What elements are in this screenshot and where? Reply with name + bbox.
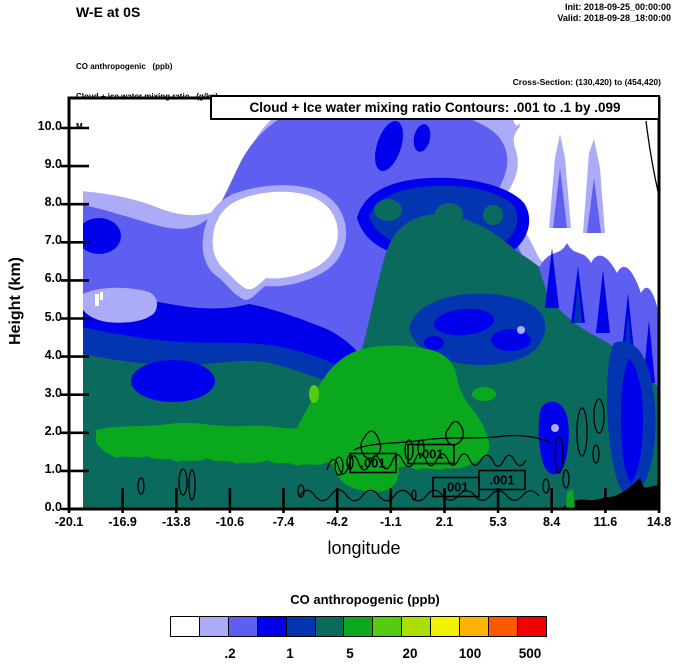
colorbar-cell bbox=[516, 616, 548, 637]
contour-spec-banner: Cloud + Ice water mixing ratio Contours:… bbox=[210, 95, 660, 120]
colorbar-cell bbox=[198, 616, 230, 637]
fill-blob-blue-lowleft bbox=[131, 360, 215, 402]
fill-core-teal-3 bbox=[483, 205, 503, 225]
colorbar-cell bbox=[459, 616, 490, 637]
fill-blob-green-small bbox=[472, 387, 496, 401]
colorbar-tick-label: 500 bbox=[518, 646, 542, 661]
colorbar-cell bbox=[170, 616, 201, 637]
fill-blob-blue-top bbox=[375, 120, 403, 172]
x-tick-label: 14.8 bbox=[646, 515, 672, 529]
colorbar-cell bbox=[430, 616, 461, 637]
x-tick-label: 2.1 bbox=[435, 515, 454, 529]
y-tick-label: 1.0 bbox=[44, 461, 62, 476]
fill-region-white-island bbox=[212, 191, 338, 290]
terrain-silhouette bbox=[561, 478, 659, 509]
model-times: Init: 2018-09-25_00:00:00 Valid: 2018-09… bbox=[451, 2, 671, 24]
fill-speck-white-2 bbox=[100, 292, 103, 300]
fill-spike-violet-right-2 bbox=[587, 178, 601, 233]
fill-cluster-blue-center-3 bbox=[424, 336, 444, 350]
fill-teardrop-blue-right bbox=[621, 358, 643, 483]
page-title: W-E at 0S bbox=[76, 4, 141, 20]
fill-blob-blue-leftedge bbox=[83, 218, 121, 254]
x-axis-title: longitude bbox=[327, 538, 401, 558]
contour-label-box bbox=[478, 469, 526, 491]
colorbar-cell bbox=[227, 616, 259, 637]
colorbar-tick-label: 20 bbox=[402, 646, 418, 661]
colorbar-cell bbox=[285, 616, 317, 637]
x-tick-label: -4.2 bbox=[326, 515, 348, 529]
fill-blob-blue-right-2 bbox=[538, 401, 569, 475]
y-tick-label: 10.0 bbox=[37, 119, 62, 133]
colorbar-cell bbox=[314, 616, 346, 637]
y-tick-label: 4.0 bbox=[44, 347, 62, 362]
y-tick-label: 3.0 bbox=[44, 385, 62, 400]
contour-label-box bbox=[349, 452, 397, 474]
colorbar-cell bbox=[256, 616, 288, 637]
colorbar-title: CO anthropogenic (ppb) bbox=[290, 592, 440, 607]
fill-dot-lavender-center bbox=[517, 326, 525, 334]
fill-speck-white bbox=[95, 294, 99, 306]
y-axis-ticks bbox=[61, 126, 89, 511]
fill-cluster-blue-center bbox=[434, 308, 494, 336]
y-tick-label: 0.0 bbox=[44, 500, 62, 514]
contour-label: .001 bbox=[360, 456, 385, 471]
colorbar bbox=[170, 616, 548, 637]
fill-blob-blue-top-2 bbox=[413, 124, 431, 152]
colorbar-cell bbox=[372, 616, 403, 637]
contour-label: .001 bbox=[489, 473, 514, 488]
colorbar-tick-label: 1 bbox=[286, 646, 294, 661]
colorbar-cell bbox=[343, 616, 374, 637]
x-tick-label: 11.6 bbox=[593, 515, 618, 529]
fill-dot-lightgreen bbox=[309, 385, 319, 403]
colorbar-tick-labels: .2 1 5 20 100 500 bbox=[170, 646, 560, 662]
colorbar-tick-label: 100 bbox=[458, 646, 482, 661]
y-tick-label: 7.0 bbox=[44, 233, 62, 248]
legend-fill-field: CO anthropogenic (ppb) bbox=[76, 62, 173, 71]
contour-label-box bbox=[407, 443, 455, 465]
fill-region-white-spiky-right bbox=[507, 101, 659, 303]
y-tick-label: 6.0 bbox=[44, 271, 62, 286]
colorbar-tick-label: .2 bbox=[224, 646, 236, 661]
colorbar-cell bbox=[487, 616, 519, 637]
y-axis-title: Height (km) bbox=[7, 257, 24, 345]
fill-region-green bbox=[96, 345, 490, 470]
cross-section-coords: Cross-Section: (130,420) to (454,420) bbox=[512, 77, 661, 87]
x-axis-ticks bbox=[67, 488, 661, 513]
y-axis-labels: 0.0 1.0 2.0 3.0 4.0 5.0 6.0 7.0 8.0 9.0 … bbox=[18, 0, 62, 667]
filled-contour-field: .001 .001 .001 .001 bbox=[83, 101, 660, 509]
fill-spike-violet-right bbox=[553, 168, 567, 228]
colorbar-tick-label: 5 bbox=[346, 646, 354, 661]
cross-section-plot: .001 .001 .001 .001 bbox=[61, 96, 661, 513]
fill-region-green-lower bbox=[331, 450, 399, 492]
y-tick-label: 9.0 bbox=[44, 157, 62, 172]
x-tick-label: -20.1 bbox=[54, 515, 84, 529]
x-tick-label: 5.3 bbox=[489, 515, 507, 529]
y-tick-label: 8.0 bbox=[44, 195, 62, 210]
colorbar-cell bbox=[401, 616, 432, 637]
contour-label: .001 bbox=[418, 447, 443, 462]
x-axis-labels: -20.1 -16.9 -13.8 -10.6 -7.4 -4.2 -1.1 2… bbox=[55, 515, 671, 531]
valid-time: Valid: 2018-09-28_18:00:00 bbox=[557, 13, 671, 23]
fill-sliver-green-terrain bbox=[566, 489, 575, 509]
init-time: Init: 2018-09-25_00:00:00 bbox=[564, 2, 671, 12]
x-tick-label: -7.4 bbox=[272, 515, 295, 529]
y-tick-label: 5.0 bbox=[44, 309, 62, 324]
x-tick-label: 8.4 bbox=[542, 515, 561, 529]
x-tick-label: -10.6 bbox=[215, 515, 245, 529]
y-tick-label: 2.0 bbox=[44, 423, 62, 438]
contour-label: .001 bbox=[443, 480, 468, 495]
fill-core-teal bbox=[374, 199, 402, 221]
x-tick-label: -1.1 bbox=[380, 515, 402, 529]
fill-cluster-blue-center-2 bbox=[491, 329, 531, 351]
contour-label-group: .001 .001 .001 .001 bbox=[349, 443, 526, 498]
x-tick-label: -16.9 bbox=[108, 515, 137, 529]
fill-dot-lavender-right bbox=[551, 424, 559, 432]
x-tick-label: -13.8 bbox=[162, 515, 191, 529]
